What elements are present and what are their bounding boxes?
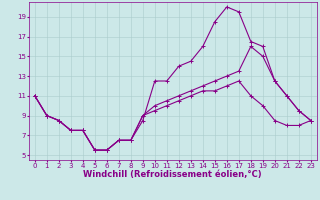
X-axis label: Windchill (Refroidissement éolien,°C): Windchill (Refroidissement éolien,°C) <box>84 170 262 179</box>
